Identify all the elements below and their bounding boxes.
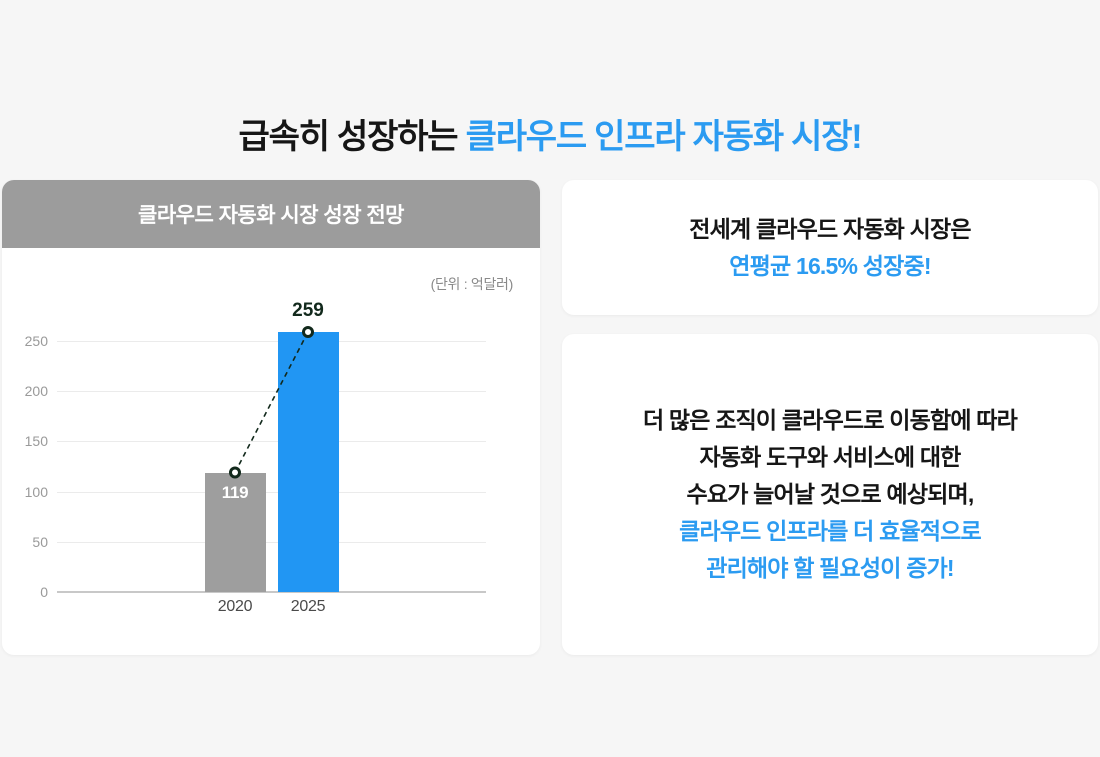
x-tick-label: 2020 xyxy=(217,598,253,615)
x-axis-line xyxy=(57,591,486,593)
chart-card-header-label: 클라우드 자동화 시장 성장 전망 xyxy=(138,204,405,227)
page-title-black-part: 급속히 성장하는 xyxy=(238,117,466,156)
info-line-highlight: 클라우드 인프라를 더 효율적으로 xyxy=(679,518,982,544)
chart-card-header: 클라우드 자동화 시장 성장 전망 xyxy=(2,180,540,248)
info-line: 수요가 늘어날 것으로 예상되며, xyxy=(686,481,974,507)
chart-unit-label: (단위 : 억달러) xyxy=(430,276,514,292)
y-tick-label: 250 xyxy=(24,333,48,349)
bar-value-label: 259 xyxy=(292,299,324,321)
trend-line-overlay xyxy=(229,325,314,479)
gridline xyxy=(57,541,486,543)
x-tick-label: 2025 xyxy=(290,598,326,615)
info-line: 더 많은 조직이 클라우드로 이동함에 따라 xyxy=(642,407,1018,433)
gridline xyxy=(57,391,486,393)
gridline xyxy=(57,441,486,443)
bar-2025 xyxy=(277,331,339,592)
bar-value-label: 119 xyxy=(221,482,249,502)
gridline xyxy=(57,491,486,493)
info-card-market-growth: 전세계 클라우드 자동화 시장은 연평균 16.5% 성장중! xyxy=(562,180,1098,315)
page-title: 급속히 성장하는 클라우드 인프라 자동화 시장! xyxy=(0,109,1100,158)
info-line-highlight: 관리해야 할 필요성이 증가! xyxy=(706,555,954,581)
y-tick-label: 0 xyxy=(40,584,48,600)
y-tick-label: 100 xyxy=(24,483,48,500)
chart-body: (단위 : 억달러) 0 50 100 150 200 250 119 2020 259 2025 xyxy=(2,248,540,655)
info-line: 전세계 클라우드 자동화 시장은 xyxy=(689,215,971,242)
gridline xyxy=(57,341,486,342)
y-tick-label: 200 xyxy=(24,383,48,400)
info-line-highlight: 연평균 16.5% 성장중! xyxy=(729,252,931,279)
info-line: 자동화 도구와 서비스에 대한 xyxy=(699,444,961,470)
info-card-demand-forecast: 더 많은 조직이 클라우드로 이동함에 따라 자동화 도구와 서비스에 대한 수… xyxy=(562,334,1098,655)
chart-card: 클라우드 자동화 시장 성장 전망 (단위 : 억달러) 0 50 100 150 20… xyxy=(2,180,540,655)
page-title-blue-part: 클라우드 인프라 자동화 시장! xyxy=(465,117,863,156)
y-tick-label: 150 xyxy=(24,433,48,450)
y-tick-label: 50 xyxy=(32,533,48,550)
bar-2020 xyxy=(204,472,266,592)
bar-chart-plot: 0 50 100 150 200 250 119 2020 259 2025 xyxy=(2,248,540,655)
